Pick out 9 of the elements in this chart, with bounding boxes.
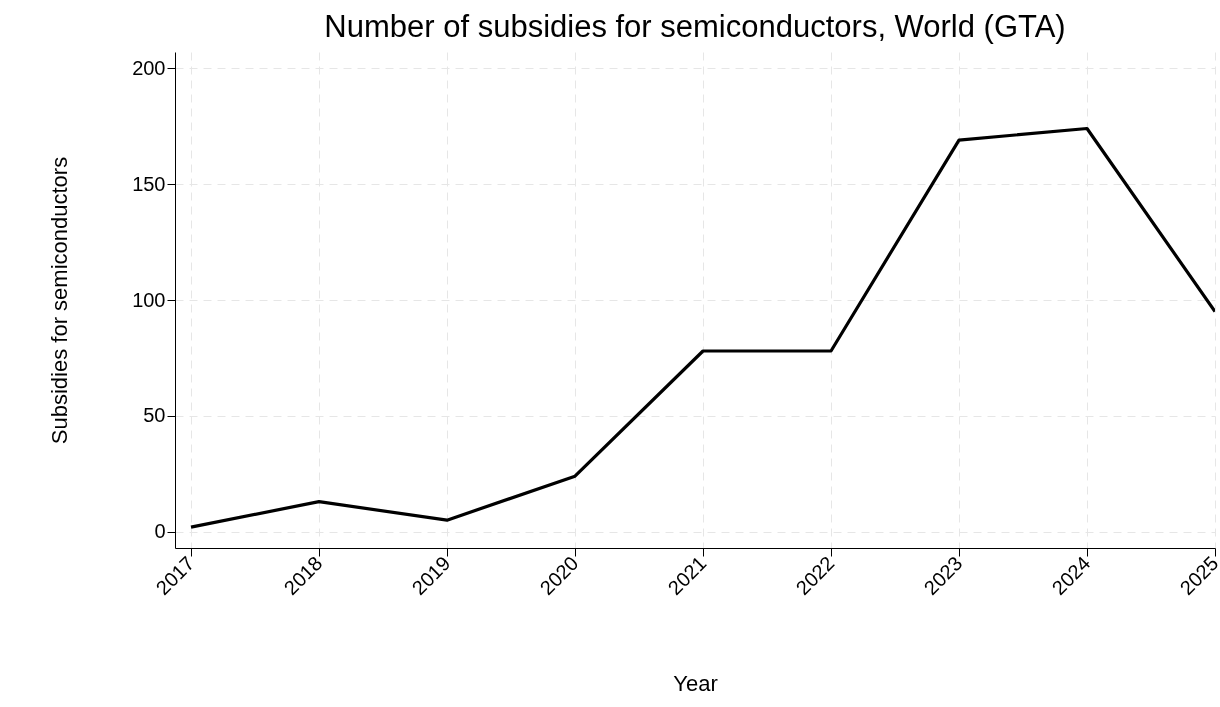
- chart-title: Number of subsidies for semiconductors, World (GTA): [324, 9, 1066, 44]
- y-tick-label: 50: [143, 404, 166, 427]
- y-tick-label: 0: [154, 520, 166, 543]
- y-tick-label: 150: [132, 172, 166, 195]
- line-series: [189, 126, 1215, 529]
- y-tick-label: 100: [132, 288, 166, 311]
- y-axis-title: Subsidies for semiconductors: [47, 156, 73, 445]
- y-tick-label: 200: [132, 56, 166, 79]
- x-axis-title: Year: [673, 671, 718, 697]
